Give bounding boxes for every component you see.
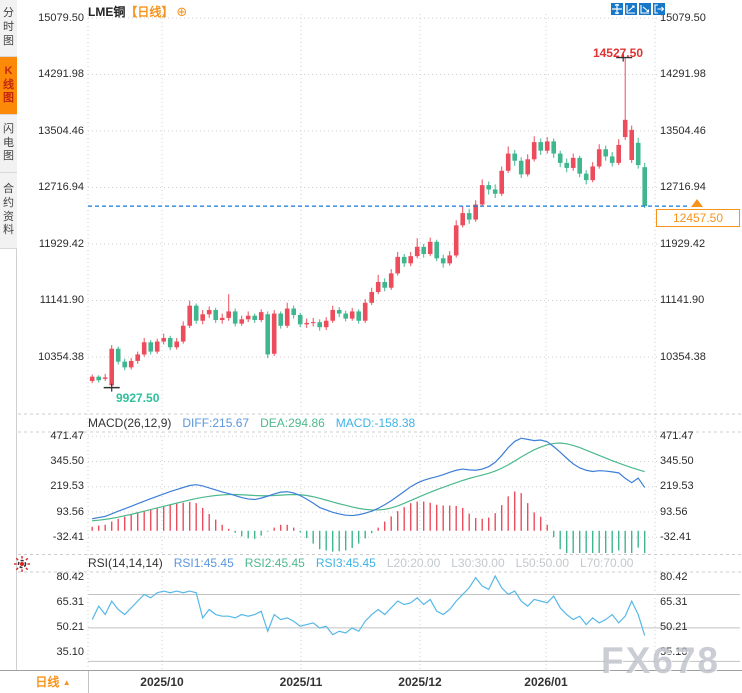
legend-item: DIFF:215.67: [182, 416, 250, 430]
axis-label: 80.42: [660, 570, 688, 583]
period-selector[interactable]: 日线 ▲: [18, 671, 89, 693]
axis-label: 65.31: [56, 595, 84, 608]
axis-label: 471.47: [50, 429, 84, 442]
legend-item: RSI1:45.45: [173, 556, 234, 570]
pan-tool-icon[interactable]: [611, 3, 623, 15]
axis-label: 15079.50: [660, 11, 706, 24]
legend-item: L70:70.00: [580, 556, 634, 570]
x-axis-date-label: 2025/10: [140, 675, 184, 689]
axis-label: 12716.94: [38, 181, 84, 193]
legend-item: MACD:-158.38: [335, 416, 416, 430]
axis-label: 11929.42: [38, 237, 84, 250]
add-indicator-icon[interactable]: ⊕: [176, 4, 188, 19]
period-selector-label: 日线: [35, 675, 60, 689]
sidebar-item-label: 合约资料: [3, 183, 14, 237]
rsi-legend: RSI(14,14,14) RSI1:45.45 RSI2:45.45 RSI3:45…: [88, 556, 654, 571]
sidebar-item-kline-chart[interactable]: K线图: [0, 57, 17, 115]
axis-label: 80.42: [56, 570, 84, 583]
legend-item: L20:20.00: [386, 556, 441, 570]
axis-label: 65.31: [660, 595, 688, 608]
legend-item: L50:50.00: [515, 556, 570, 570]
axis-label: 11929.42: [660, 237, 706, 250]
bottom-bar: 日线 ▲ 2025/10 2025/11 2025/12 2026/01: [0, 670, 742, 693]
axis-label: 93.56: [660, 505, 688, 518]
last-price-arrow-icon: [691, 199, 703, 207]
chart-title: LME铜【日线】 ⊕: [88, 3, 187, 20]
legend-item: DEA:294.86: [260, 416, 325, 430]
axis-label: 93.56: [56, 505, 84, 518]
axis-label: 11141.90: [39, 294, 84, 306]
legend-item: MACD(26,12,9): [88, 416, 172, 430]
axis-label: 14291.98: [660, 68, 706, 80]
axis-label: 10354.38: [38, 350, 84, 363]
axis-label: 35.10: [660, 646, 688, 659]
axis-label: 13504.46: [660, 124, 706, 137]
legend-item: RSI3:45.45: [315, 556, 376, 570]
sidebar-item-label: 闪电图: [3, 122, 14, 163]
sidebar-item-lightning-chart[interactable]: 闪电图: [0, 115, 17, 173]
axis-label: 219.53: [660, 480, 694, 493]
fit-vertical-icon[interactable]: [639, 3, 651, 15]
axis-label: 345.50: [660, 455, 694, 468]
last-price-label: 12457.50: [656, 209, 740, 227]
chart-toolbar: [611, 3, 665, 15]
axis-label: 12716.94: [660, 181, 706, 193]
macd-legend: MACD(26,12,9) DIFF:215.67 DEA:294.86 MACD:-…: [88, 416, 654, 431]
sidebar-item-contract-info[interactable]: 合约资料: [0, 173, 17, 249]
fit-horizontal-icon[interactable]: [625, 3, 637, 15]
low-price-annotation: 9927.50: [116, 391, 160, 405]
symbol-name: LME铜: [88, 5, 126, 19]
legend-item: L30:30.00: [451, 556, 505, 570]
axis-label: 14291.98: [38, 68, 84, 80]
axis-label: 471.47: [660, 429, 694, 442]
sidebar-item-time-chart[interactable]: 分时图: [0, 0, 17, 57]
axis-label: 11141.90: [660, 294, 705, 306]
axis-label: -32.41: [660, 530, 692, 543]
axis-label: 219.53: [50, 480, 84, 493]
high-price-annotation: 14527.50: [592, 46, 643, 60]
sidebar: 分时图 K线图 闪电图 合约资料: [0, 0, 17, 693]
axis-label: 10354.38: [660, 350, 706, 363]
chevron-up-icon: ▲: [62, 678, 71, 687]
legend-item: RSI(14,14,14): [88, 556, 163, 570]
x-axis-date-label: 2025/12: [398, 675, 442, 689]
axis-label: 35.10: [56, 646, 84, 659]
exit-chart-icon[interactable]: [653, 3, 665, 15]
sidebar-item-label: K线图: [3, 64, 14, 105]
axis-label: 50.21: [660, 621, 688, 634]
axis-label: -32.41: [52, 530, 84, 543]
axis-label: 345.50: [50, 455, 84, 468]
x-axis-date-label: 2025/11: [279, 675, 323, 689]
axis-label: 13504.46: [38, 124, 84, 137]
axis-label: 50.21: [56, 621, 84, 634]
period-tag: 【日线】: [125, 5, 174, 19]
legend-item: RSI2:45.45: [244, 556, 305, 570]
axis-label: 15079.50: [38, 11, 84, 24]
live-blink-icon: [13, 555, 31, 578]
sidebar-item-label: 分时图: [3, 7, 14, 47]
x-axis-date-label: 2026/01: [524, 675, 568, 689]
